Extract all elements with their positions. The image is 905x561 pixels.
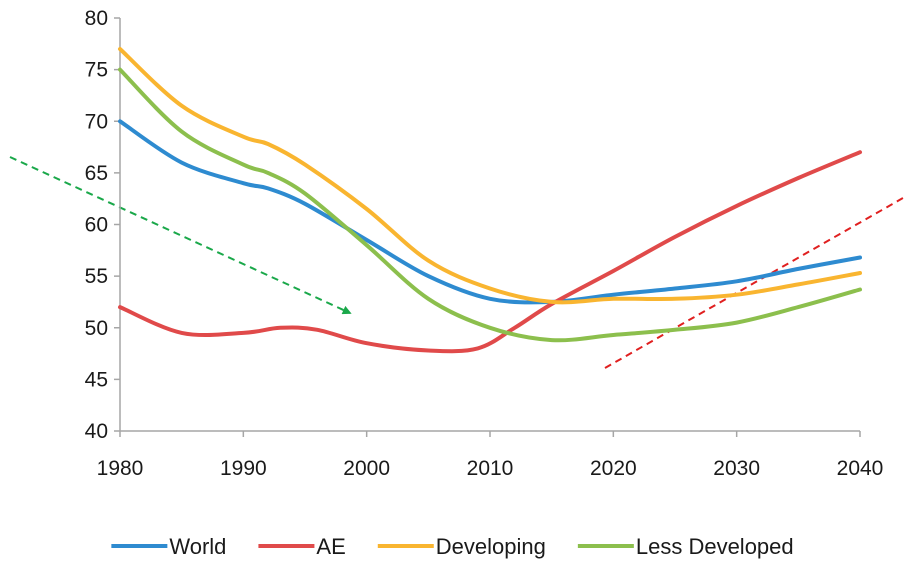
y-tick-label: 50	[85, 317, 108, 340]
y-tick-label: 45	[85, 368, 108, 391]
x-tick-label: 1990	[220, 457, 267, 480]
legend-label: Developing	[436, 534, 546, 559]
y-tick-label: 80	[85, 7, 108, 30]
x-tick-label: 2030	[713, 457, 760, 480]
x-tick-label: 1980	[97, 457, 144, 480]
series-line-world	[118, 119, 862, 305]
series-line-less-developed	[118, 67, 862, 343]
y-tick-label: 70	[85, 110, 108, 133]
x-axis-ticks: 1980 1990 2000 2010 2020 2030 2040	[97, 431, 884, 480]
series-line-ae	[118, 150, 862, 354]
red-dashed-line	[604, 197, 904, 369]
x-tick-label: 2010	[467, 457, 514, 480]
y-axis-ticks: 40 45 50 55 60 65 70 75 80	[85, 7, 120, 443]
y-tick-label: 60	[85, 214, 108, 237]
y-tick-label: 75	[85, 59, 108, 82]
series-layer	[118, 47, 862, 354]
y-tick-label: 40	[85, 420, 108, 443]
y-tick-label: 55	[85, 265, 108, 288]
y-tick-label: 65	[85, 162, 108, 185]
x-tick-label: 2000	[343, 457, 390, 480]
legend-label: Less Developed	[636, 534, 794, 559]
x-tick-label: 2040	[837, 457, 884, 480]
legend-label: World	[169, 534, 226, 559]
green-dashed-arrow	[9, 156, 352, 315]
legend-label: AE	[316, 534, 345, 559]
x-tick-label: 2020	[590, 457, 637, 480]
annotations-layer	[9, 156, 904, 369]
series-line-developing	[118, 47, 862, 305]
legend: World AE Developing Less Developed	[111, 534, 794, 559]
